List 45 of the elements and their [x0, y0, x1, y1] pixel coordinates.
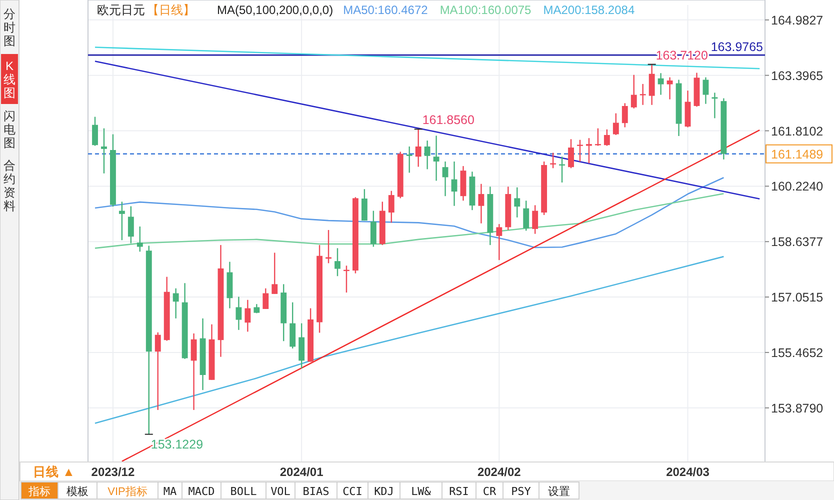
- line-series: [94, 256, 724, 424]
- text: 指标: [28, 486, 50, 498]
- ref-line-label: 161.1489: [771, 147, 824, 162]
- y-tick-label: 153.8790: [771, 401, 824, 416]
- text: MACD: [188, 485, 215, 498]
- ref-line-label: 163.9765: [710, 40, 764, 54]
- y-tick-label: 160.2240: [771, 180, 824, 194]
- text: LW&: [411, 485, 432, 498]
- y-tick-label: 164.9827: [771, 13, 824, 28]
- x-tick-label: 2024/01: [280, 465, 324, 479]
- annotation: MA(50,100,200,0,0,0): [217, 3, 334, 17]
- text: VOL: [270, 485, 291, 498]
- text: KDJ: [374, 485, 394, 498]
- text: BIAS: [302, 485, 330, 498]
- text: BOLL: [230, 485, 258, 498]
- text: 合约资料: [4, 158, 16, 213]
- text: 闪电图: [4, 109, 16, 150]
- y-tick-label: 155.4652: [771, 346, 824, 360]
- line-series: [94, 176, 724, 248]
- text: 日线 ▲: [33, 465, 75, 479]
- text: PSY: [511, 485, 532, 498]
- text: MA: [163, 485, 177, 498]
- y-tick-label: 161.8102: [771, 124, 824, 138]
- text: VIP指标: [108, 486, 148, 498]
- text: RSI: [449, 485, 469, 498]
- y-tick-label: 157.0515: [771, 290, 824, 305]
- y-tick-label: 163.3965: [771, 68, 824, 83]
- x-tick-label: 2024/03: [666, 465, 710, 479]
- annotation: 161.8560: [422, 113, 475, 128]
- text: MA100:160.0075: [440, 3, 532, 17]
- text: K线图: [4, 59, 16, 100]
- x-tick-label: 2024/02: [477, 465, 522, 479]
- y-tick-label: 158.6377: [771, 235, 824, 250]
- x-tick-label: 2023/12: [91, 465, 135, 479]
- text: CCI: [342, 485, 362, 498]
- text: 模板: [66, 486, 88, 498]
- text: MA200:158.2084: [543, 3, 635, 17]
- chart-title: 欧元日元: [97, 3, 145, 17]
- text: 分时图: [4, 7, 16, 48]
- line-series: [94, 193, 724, 249]
- text: CR: [482, 485, 496, 498]
- annotation: 153.1229: [150, 437, 204, 452]
- text: MA50:160.4672: [343, 3, 428, 17]
- text: 设置: [548, 486, 570, 498]
- chart-subtitle: 【日线】: [147, 3, 195, 17]
